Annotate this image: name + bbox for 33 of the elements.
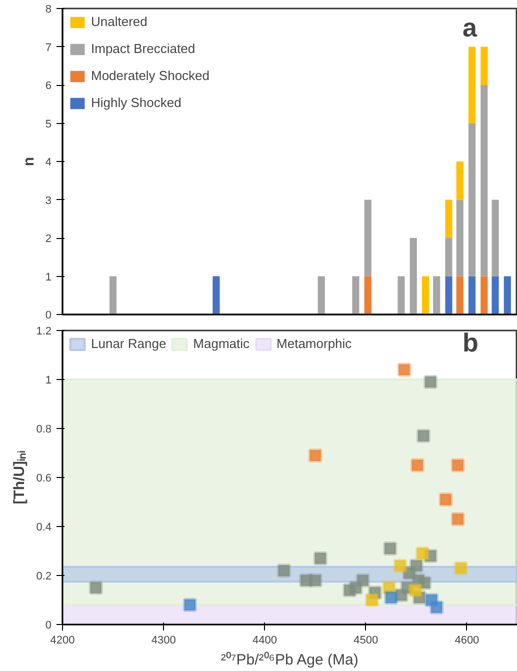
legend-label: Highly Shocked — [91, 95, 182, 110]
y-tick-label: 1 — [45, 271, 52, 284]
y-axis-title: n — [20, 156, 38, 166]
y-tick-label: 1 — [45, 374, 52, 386]
y-tick-label: 2 — [45, 233, 52, 245]
y-tick-label: 8 — [45, 4, 52, 16]
y-tick-label: 6 — [45, 80, 52, 92]
y-tick-label: 0 — [45, 620, 52, 632]
y-tick-label: 5 — [45, 118, 52, 130]
legend-label: Lunar Range — [91, 336, 166, 351]
y-axis-title: [Th/U]ᵢₙᵢ — [11, 450, 28, 504]
legend-label: Magmatic — [193, 336, 250, 351]
x-tick-label: 4500 — [354, 634, 378, 646]
x-tick-label: 4600 — [454, 634, 480, 646]
y-tick-label: 4 — [45, 156, 52, 168]
y-tick-label: 3 — [45, 194, 52, 207]
annotation: a — [462, 12, 478, 42]
y-tick-label: 0.8 — [36, 424, 52, 436]
y-tick-label: 1.2 — [36, 326, 52, 338]
x-tick-label: 4300 — [151, 634, 176, 646]
annotation: b — [462, 328, 478, 358]
legend-label: Metamorphic — [276, 336, 352, 351]
y-tick-label: 0.2 — [36, 570, 52, 582]
y-tick-label: 0.6 — [36, 472, 52, 484]
y-tick-label: 7 — [45, 42, 52, 54]
y-tick-label: 0 — [45, 310, 52, 322]
legend-label: Impact Brecciated — [91, 41, 196, 56]
y-tick-label: 0.4 — [36, 522, 52, 534]
legend-label: Unaltered — [91, 14, 148, 29]
legend-label: Moderately Shocked — [91, 68, 210, 83]
x-axis-title: ²⁰⁷Pb/²⁰⁶Pb Age (Ma) — [220, 652, 358, 668]
x-tick-label: 4200 — [50, 634, 75, 646]
x-tick-label: 4400 — [252, 634, 277, 646]
